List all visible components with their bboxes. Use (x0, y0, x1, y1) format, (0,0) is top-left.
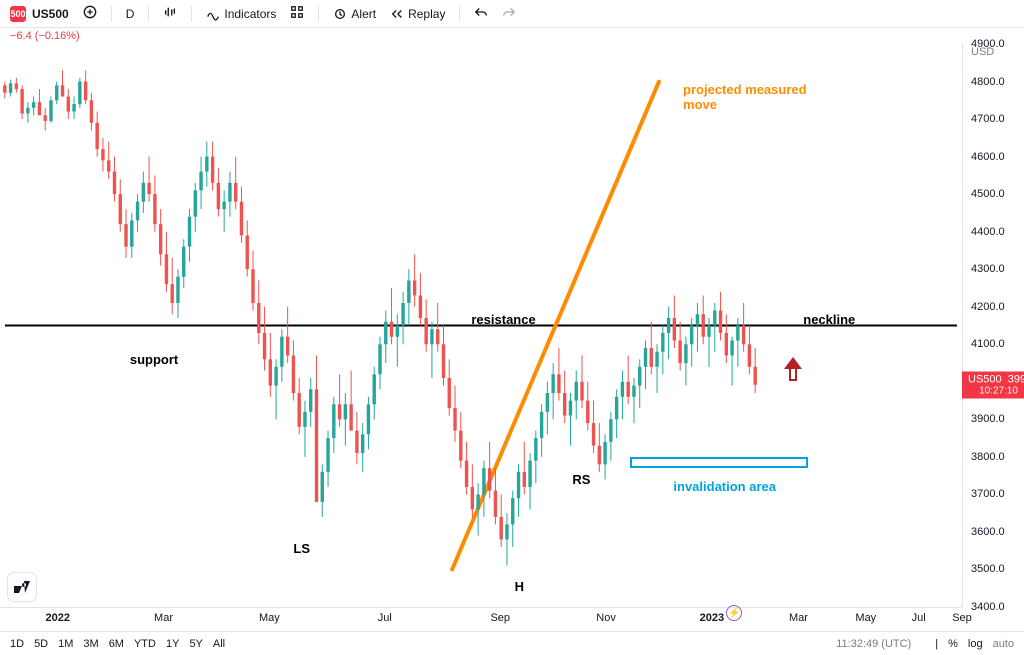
yaxis-tick: 4900.0 (971, 38, 1005, 50)
timeframe-6M[interactable]: 6M (109, 638, 124, 650)
xaxis-tick: Sep (490, 612, 510, 624)
alert-label: Alert (351, 7, 376, 21)
last-price-tag: US500 3992.3 10:27:10 (962, 371, 1024, 398)
redo-button[interactable] (502, 5, 516, 22)
percent-toggle[interactable]: % (948, 638, 958, 650)
up-arrow-icon (784, 357, 798, 379)
yaxis-tick: 4400.0 (971, 226, 1005, 238)
indicators-button[interactable]: Indicators (206, 7, 276, 21)
timeframe-1D[interactable]: 1D (10, 638, 24, 650)
symbol-badge-icon: 500 (10, 6, 26, 22)
auto-toggle[interactable]: auto (993, 638, 1014, 650)
xaxis-tick: May (855, 612, 876, 624)
timeframe-1Y[interactable]: 1Y (166, 638, 179, 650)
chart-style-button[interactable] (163, 5, 177, 22)
footer-sep: | (935, 638, 938, 650)
ohlc-change: −6.4 (−0.16%) (10, 30, 80, 42)
templates-button[interactable] (290, 5, 304, 22)
price-axis[interactable]: USD 4900.04800.04700.04600.04500.04400.0… (962, 44, 1024, 607)
separator (459, 6, 460, 22)
alert-icon (333, 7, 347, 21)
timeframe-5Y[interactable]: 5Y (189, 638, 202, 650)
indicators-icon (206, 7, 220, 21)
logo-icon (13, 580, 31, 594)
tradingview-logo (8, 573, 36, 601)
yaxis-tick: 3900.0 (971, 413, 1005, 425)
timeframe-All[interactable]: All (213, 638, 225, 650)
undo-button[interactable] (474, 5, 488, 22)
yaxis-tick: 4100.0 (971, 338, 1005, 350)
xaxis-tick: Mar (789, 612, 808, 624)
replay-label: Replay (408, 7, 445, 21)
timeframe-3M[interactable]: 3M (83, 638, 98, 650)
xaxis-tick: Jul (378, 612, 392, 624)
separator (318, 6, 319, 22)
interval-button[interactable]: D (126, 7, 135, 21)
yaxis-tick: 4500.0 (971, 188, 1005, 200)
timeframe-list: 1D 5D 1M 3M 6M YTD 1Y 5Y All (10, 638, 235, 650)
chart-pane[interactable] (0, 44, 962, 607)
footer-clock: 11:32:49 (UTC) (836, 638, 911, 650)
yaxis-tick: 3500.0 (971, 563, 1005, 575)
symbol-block[interactable]: 500 US500 (10, 6, 69, 22)
xaxis-tick: 2022 (45, 612, 69, 624)
add-symbol-button[interactable] (83, 5, 97, 22)
xaxis-tick: Jul (912, 612, 926, 624)
yaxis-tick: 4300.0 (971, 263, 1005, 275)
xaxis-tick: Mar (154, 612, 173, 624)
yaxis-tick: 3800.0 (971, 451, 1005, 463)
log-toggle[interactable]: log (968, 638, 983, 650)
candlestick-chart (0, 44, 962, 607)
separator (148, 6, 149, 22)
timeframe-YTD[interactable]: YTD (134, 638, 156, 650)
yaxis-tick: 3700.0 (971, 488, 1005, 500)
yaxis-tick: 4600.0 (971, 151, 1005, 163)
timeframe-bar: 1D5D1M3M6MYTD1Y5YAll 11:32:49 (UTC) | % … (0, 631, 1024, 655)
replay-icon (390, 7, 404, 21)
xaxis-tick: Nov (596, 612, 616, 624)
timeframe-1M[interactable]: 1M (58, 638, 73, 650)
top-toolbar: 500 US500 D Indicators Alert Replay (0, 0, 1024, 28)
xaxis-tick: May (259, 612, 280, 624)
separator (191, 6, 192, 22)
yaxis-tick: 4700.0 (971, 113, 1005, 125)
invalidation-box (630, 457, 808, 468)
separator (111, 6, 112, 22)
replay-button[interactable]: Replay (390, 7, 445, 21)
yaxis-tick: 4200.0 (971, 301, 1005, 313)
xaxis-tick: Sep (952, 612, 972, 624)
xaxis-tick: 2023 (700, 612, 724, 624)
symbol-name: US500 (32, 7, 69, 21)
alert-button[interactable]: Alert (333, 7, 376, 21)
yaxis-tick: 3400.0 (971, 601, 1005, 613)
yaxis-tick: 3600.0 (971, 526, 1005, 538)
indicators-label: Indicators (224, 7, 276, 21)
timeframe-5D[interactable]: 5D (34, 638, 48, 650)
yaxis-tick: 4800.0 (971, 76, 1005, 88)
time-axis[interactable]: 2022MarMayJulSepNov2023MarMayJulSep (0, 607, 962, 631)
